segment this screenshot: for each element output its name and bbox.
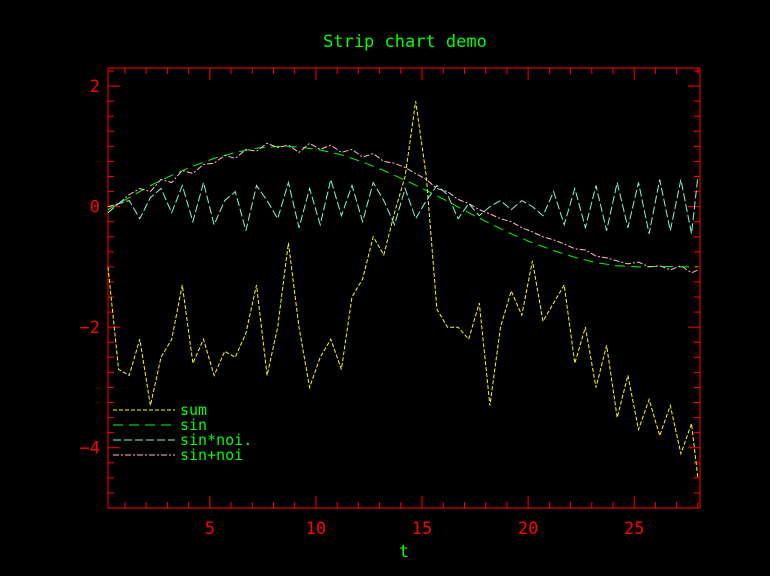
x-tick-label: 20	[518, 519, 538, 539]
legend-label: sin	[180, 416, 207, 434]
y-tick-label: −4	[80, 439, 100, 459]
series-line-sin_noise	[107, 176, 699, 234]
x-tick-label: 5	[205, 519, 215, 539]
y-tick-label: −2	[80, 318, 100, 338]
y-tick-label: 0	[90, 198, 100, 218]
x-tick-label: 10	[306, 519, 326, 539]
plot-frame	[107, 67, 701, 509]
chart-title: Strip chart demo	[323, 32, 487, 52]
series-layer	[107, 101, 699, 478]
x-tick-label: 25	[624, 519, 644, 539]
series-line-sum	[107, 101, 699, 478]
legend-label: sin*noi.	[180, 431, 252, 449]
series-line-sin_plus_noise	[107, 142, 699, 274]
legend-label: sum	[180, 401, 207, 419]
x-axis-label: t	[399, 542, 409, 562]
x-tick-label: 15	[412, 519, 432, 539]
legend-label: sin+noi	[180, 446, 243, 464]
series-line-sin	[107, 145, 698, 268]
y-tick-label: 2	[90, 77, 100, 97]
